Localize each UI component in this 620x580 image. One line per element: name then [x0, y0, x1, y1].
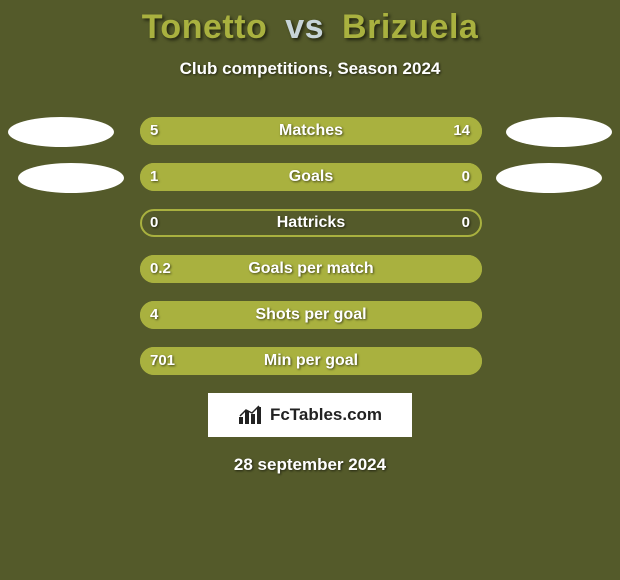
- player1-name: Tonetto: [142, 8, 268, 46]
- stats-container: Matches514Goals10Hattricks00Goals per ma…: [0, 117, 620, 375]
- chart-bar-icon: [238, 405, 264, 425]
- stat-value-left: 1: [150, 163, 158, 191]
- stat-row: Shots per goal4: [0, 301, 620, 329]
- stat-row: Matches5 14: [0, 117, 620, 145]
- stat-label: Goals: [140, 163, 482, 191]
- date-label: 28 september 2024: [0, 455, 620, 475]
- stat-value-left: 5: [150, 117, 158, 145]
- subtitle: Club competitions, Season 2024: [0, 59, 620, 79]
- player1-placeholder: [18, 163, 124, 193]
- stat-value-right: 0: [462, 209, 470, 237]
- brand-text: FcTables.com: [270, 405, 382, 425]
- stat-value-left: 0: [150, 209, 158, 237]
- player2-placeholder: [506, 117, 612, 147]
- stat-value-left: 4: [150, 301, 158, 329]
- stat-row: Min per goal701: [0, 347, 620, 375]
- player2-placeholder: [496, 163, 602, 193]
- page-title: Tonetto vs Brizuela: [0, 0, 620, 47]
- stat-value-right: 0: [462, 163, 470, 191]
- stat-row: Hattricks0 0: [0, 209, 620, 237]
- stat-value-right: 14: [453, 117, 470, 145]
- player1-placeholder: [8, 117, 114, 147]
- stat-label: Goals per match: [140, 255, 482, 283]
- stat-label: Min per goal: [140, 347, 482, 375]
- brand-badge: FcTables.com: [208, 393, 412, 437]
- infographic-root: Tonetto vs Brizuela Club competitions, S…: [0, 0, 620, 580]
- stat-label: Hattricks: [140, 209, 482, 237]
- stat-value-left: 701: [150, 347, 175, 375]
- vs-label: vs: [285, 8, 324, 46]
- stat-label: Matches: [140, 117, 482, 145]
- stat-value-left: 0.2: [150, 255, 171, 283]
- stat-row: Goals per match0.2: [0, 255, 620, 283]
- stat-row: Goals1 0: [0, 163, 620, 191]
- stat-label: Shots per goal: [140, 301, 482, 329]
- player2-name: Brizuela: [342, 8, 478, 46]
